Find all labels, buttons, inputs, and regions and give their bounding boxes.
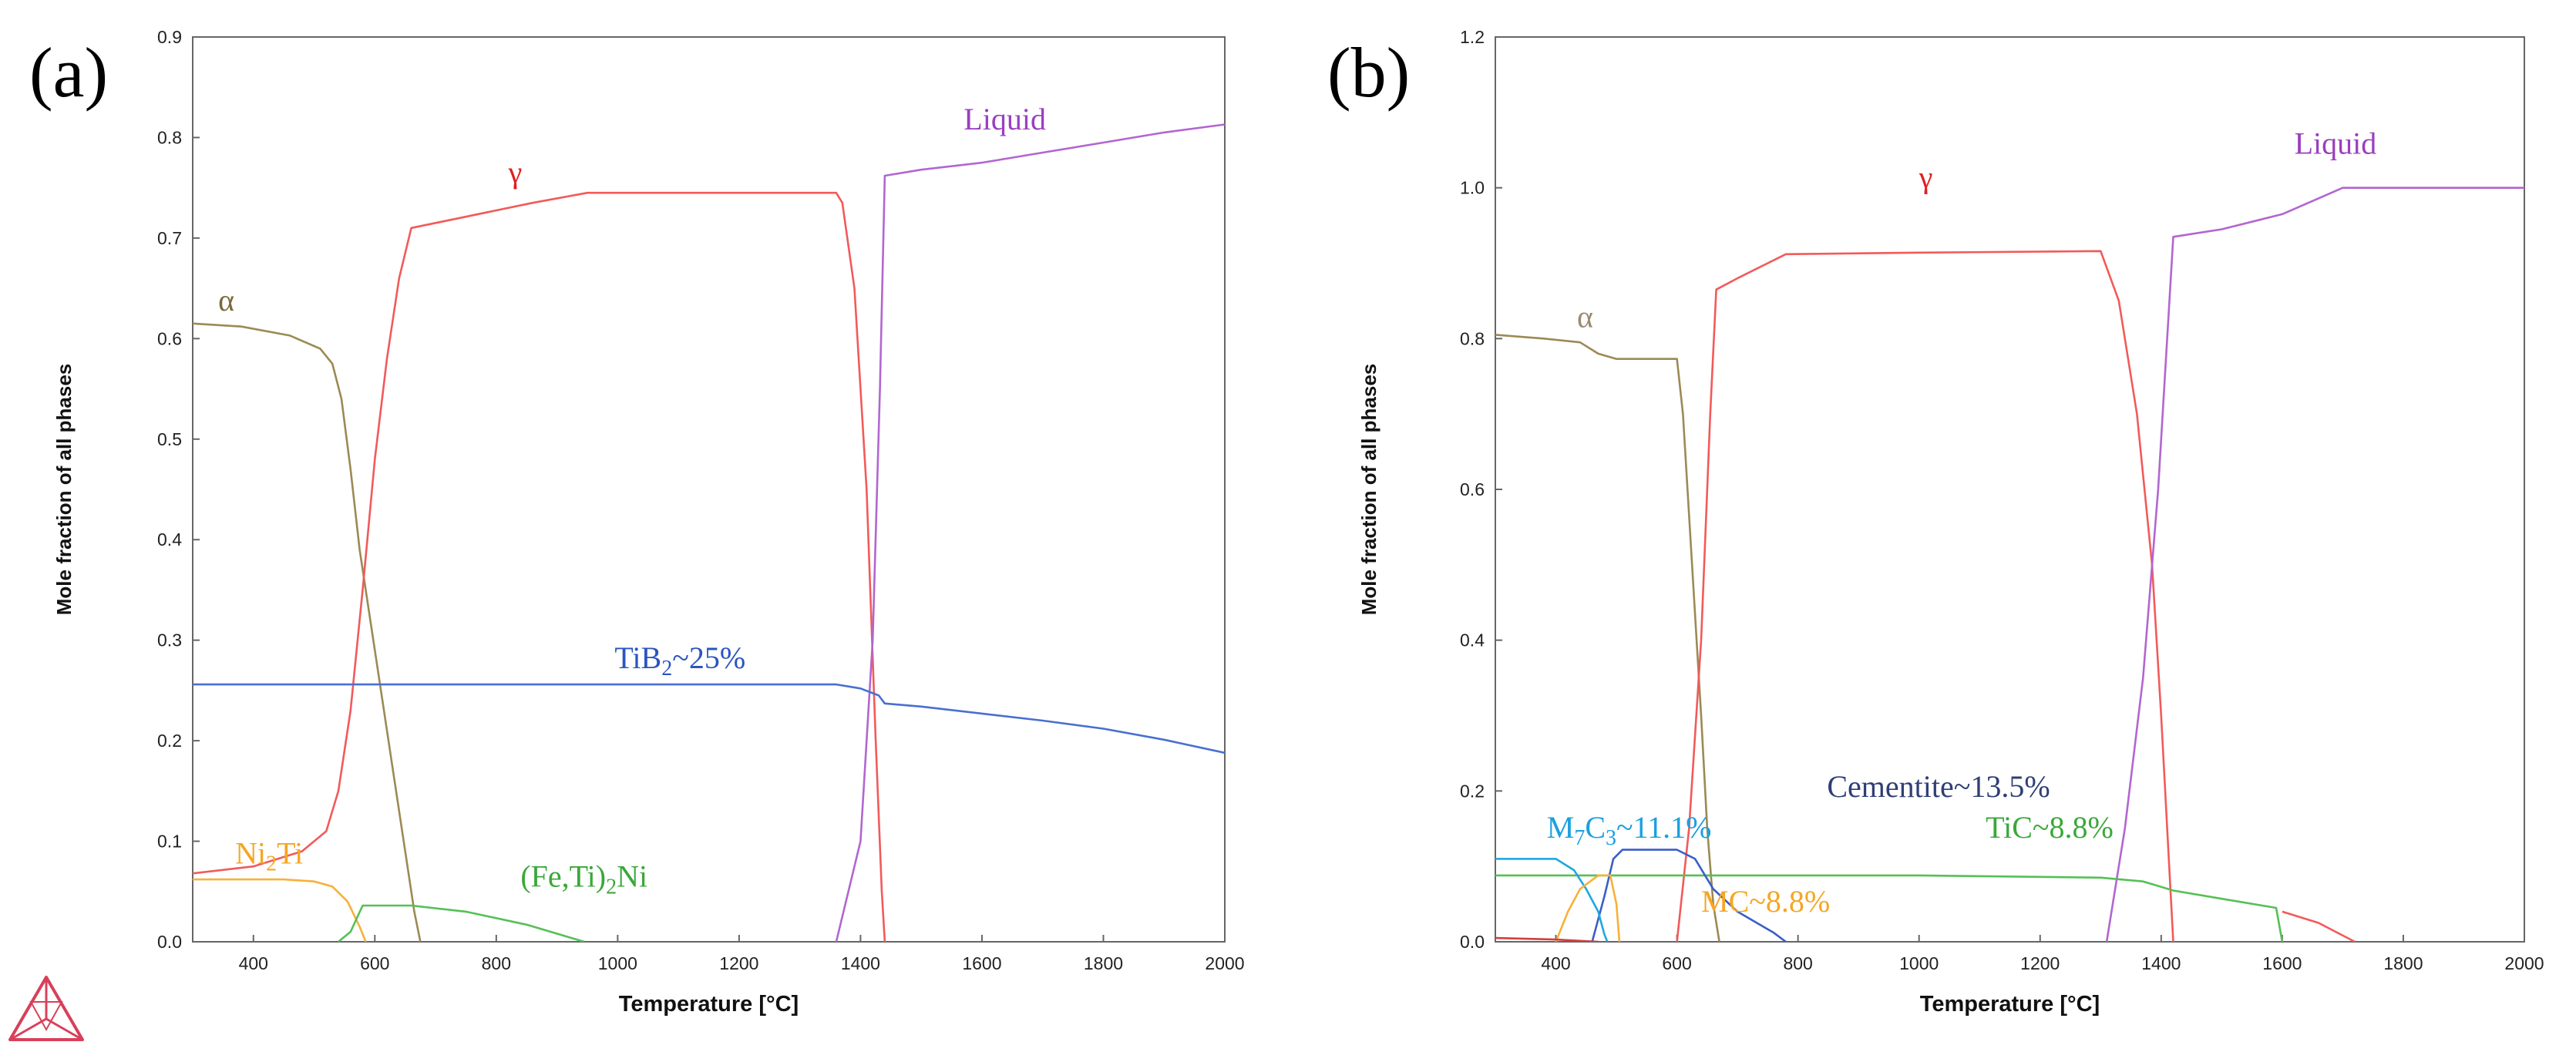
logo-triangle xyxy=(8,976,84,1041)
series-group xyxy=(193,123,1225,942)
series-line-minor xyxy=(1495,936,1599,942)
series-line-mc xyxy=(1555,874,1621,942)
series-line-liquid xyxy=(2105,187,2524,942)
series-line-alpha xyxy=(193,322,422,942)
x-tick-label: 2000 xyxy=(2504,953,2544,973)
x-axis-title: Temperature [°C] xyxy=(619,992,799,1017)
phase-annotation: α xyxy=(218,283,234,318)
y-tick-label: 0.6 xyxy=(1460,479,1485,499)
y-tick-label: 1.2 xyxy=(1460,27,1485,47)
y-tick-label: 0.4 xyxy=(157,529,182,549)
y-tick-label: 0.0 xyxy=(1460,932,1485,952)
x-tick-label: 600 xyxy=(1662,953,1691,973)
series-line-tic-upper xyxy=(2282,910,2356,942)
y-tick-label: 0.8 xyxy=(157,127,182,147)
phase-annotation: γ xyxy=(508,155,523,190)
logo-spoke xyxy=(9,1017,47,1041)
phase-annotation: Liquid xyxy=(2295,126,2377,161)
x-tick-label: 600 xyxy=(360,953,389,973)
series-line--fe-ti-2ni xyxy=(338,904,585,942)
y-tick-label: 0.1 xyxy=(157,832,182,852)
x-tick-label: 800 xyxy=(482,953,511,973)
x-tick-label: 800 xyxy=(1783,953,1812,973)
series-line-tib2 xyxy=(193,683,1225,754)
y-tick-label: 0.8 xyxy=(1460,328,1485,348)
x-tick-label: 400 xyxy=(1541,953,1570,973)
series-line-alpha xyxy=(1495,334,1720,942)
phase-annotation: MC~8.8% xyxy=(1701,884,1830,919)
y-tick-label: 0.7 xyxy=(157,228,182,248)
plot-frame xyxy=(192,36,1226,943)
series-line-ni2ti xyxy=(193,878,367,942)
series-line-m7c3 xyxy=(1495,858,1609,942)
x-tick-label: 1000 xyxy=(598,953,637,973)
x-tick-label: 1600 xyxy=(962,953,1001,973)
chart-panel-b: (b) 0.0 0.2 0.4 0.6 0.8 1.0 1.2 400 600 800 1000 120… xyxy=(1327,27,2544,1017)
phase-annotation: Liquid xyxy=(963,102,1046,136)
y-tick-label: 0.3 xyxy=(157,630,182,650)
logo-spoke xyxy=(45,1017,83,1041)
series-group xyxy=(1495,187,2524,942)
y-axis-title: Mole fraction of all phases xyxy=(52,364,76,616)
y-tick-label: 0.6 xyxy=(157,328,182,348)
phase-annotation: (Fe,Ti)2Ni xyxy=(520,859,647,899)
phase-annotation: TiB2~25% xyxy=(614,640,745,681)
series-line-gamma xyxy=(1676,250,2174,942)
phase-annotation: M7C3~11.1% xyxy=(1547,810,1712,850)
chart-panel-a: (a) 0.0 0.1 0.2 0.3 0.4 0.5 0.6 0.7 0.8 0.9 400 600 8… xyxy=(29,27,1245,1017)
x-axis-title: Temperature [°C] xyxy=(1920,992,2100,1017)
y-tick-label: 0.4 xyxy=(1460,630,1485,650)
x-tick-label: 1200 xyxy=(719,953,758,973)
y-tick-label: 0.5 xyxy=(157,429,182,449)
y-tick-label: 0.2 xyxy=(1460,781,1485,801)
phase-annotation: γ xyxy=(1919,160,1933,195)
x-tick-label: 1800 xyxy=(2383,953,2423,973)
panel-label: (a) xyxy=(29,33,108,112)
y-tick-label: 0.2 xyxy=(157,731,182,751)
phase-annotation: Cementite~13.5% xyxy=(1827,769,2050,804)
phase-annotation: TiC~8.8% xyxy=(1986,810,2114,845)
series-line-gamma xyxy=(193,191,886,942)
plot-frame xyxy=(1495,36,2525,943)
y-axis-title: Mole fraction of all phases xyxy=(1357,364,1380,616)
series-line-tic xyxy=(1495,874,2284,942)
x-tick-label: 1200 xyxy=(2020,953,2060,973)
y-tick-label: 1.0 xyxy=(1460,178,1485,198)
x-tick-label: 1800 xyxy=(1084,953,1123,973)
logo-inner xyxy=(29,1001,63,1032)
y-tick-label: 0.0 xyxy=(157,932,182,952)
x-tick-label: 400 xyxy=(239,953,268,973)
x-tick-label: 1000 xyxy=(1899,953,1939,973)
thermo-calc-logo-icon xyxy=(8,976,84,1041)
panel-label: (b) xyxy=(1327,33,1410,112)
x-tick-label: 1600 xyxy=(2262,953,2302,973)
x-tick-label: 2000 xyxy=(1205,953,1244,973)
y-tick-label: 0.9 xyxy=(157,27,182,47)
series-line-liquid xyxy=(835,123,1225,942)
x-tick-label: 1400 xyxy=(2141,953,2181,973)
phase-annotation: α xyxy=(1577,300,1593,334)
series-line-cementite xyxy=(1591,849,1787,942)
x-tick-label: 1400 xyxy=(841,953,880,973)
phase-annotation: Ni2Ti xyxy=(235,835,303,875)
